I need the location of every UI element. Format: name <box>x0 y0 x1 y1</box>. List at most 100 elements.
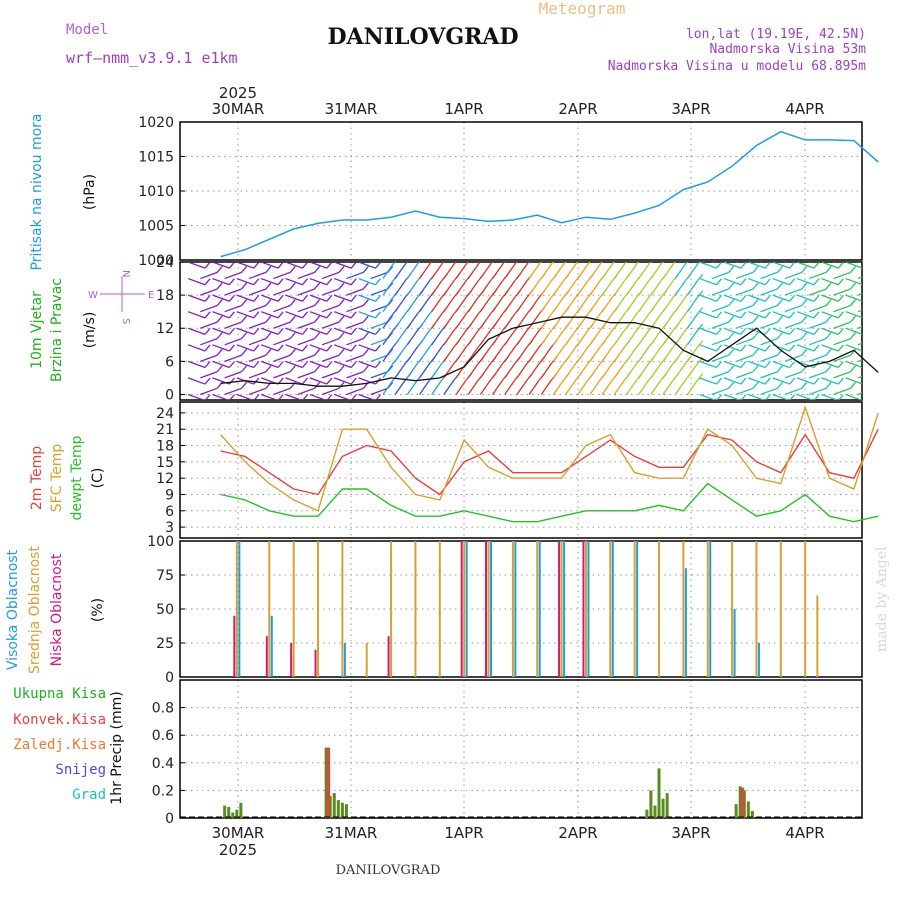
wind-barb <box>297 271 315 280</box>
y-tick-label: 6 <box>165 354 174 370</box>
y-tick-label: 0.8 <box>152 701 174 717</box>
wind-barb <box>589 280 601 296</box>
wind-barb <box>236 327 254 336</box>
wind-barb <box>650 329 662 346</box>
wind-barb-flag <box>588 241 593 247</box>
wind-barb-flag <box>789 394 796 400</box>
wind-barb <box>638 329 650 346</box>
wind-barb <box>321 271 340 280</box>
wind-barb-flag <box>241 365 248 373</box>
wind-barb <box>492 362 504 379</box>
wind-barb <box>443 346 455 362</box>
wind-barb-flag <box>728 265 735 273</box>
wind-barb-flag <box>362 315 369 323</box>
temp-axis-label-sfc: SFC Temp <box>49 444 65 513</box>
wind-barb-flag <box>314 381 321 389</box>
wind-barb-flag <box>326 361 333 368</box>
wind-barb <box>273 387 291 396</box>
wind-barb <box>638 379 650 395</box>
wind-barb <box>796 360 815 369</box>
wind-barb <box>248 271 267 280</box>
wind-barb <box>285 327 303 336</box>
wind-barb <box>796 344 815 352</box>
elevation-label: Nadmorska Visina 53m <box>709 42 866 57</box>
wind-barb <box>297 354 315 362</box>
wind-barb <box>260 311 279 319</box>
wind-barb <box>224 271 242 280</box>
wind-barb <box>492 263 504 279</box>
wind-barb-flag <box>875 316 880 322</box>
y-tick-label: 21 <box>156 422 174 438</box>
wind-barb <box>200 371 218 379</box>
wind-barb <box>418 296 431 313</box>
wind-barb <box>224 338 242 346</box>
wind-barb-flag <box>527 241 532 247</box>
wind-barb-flag <box>326 262 333 269</box>
wind-barb <box>224 288 242 296</box>
wind-barb <box>467 329 480 346</box>
wind-barb <box>833 271 851 280</box>
wind-barb <box>540 346 553 362</box>
wind-barb-flag <box>764 327 771 335</box>
wind-barb <box>273 262 276 263</box>
wind-barb-flag <box>672 262 676 265</box>
wind-barb <box>699 294 717 302</box>
wind-barb <box>504 329 516 346</box>
wind-barb <box>565 379 577 395</box>
wind-barb <box>784 387 803 396</box>
precip-bar <box>734 804 738 818</box>
wind-barb-flag <box>825 282 832 290</box>
wind-barb <box>857 292 862 296</box>
wind-barb <box>224 321 242 329</box>
wind-barb <box>479 362 492 379</box>
wind-barb-flag <box>697 273 704 281</box>
wind-barb-flag <box>752 365 759 373</box>
wind-barb <box>565 280 577 296</box>
wind-barb <box>358 327 376 336</box>
wind-barb-flag <box>728 315 735 323</box>
wind-barb-flag <box>813 262 820 269</box>
wind-barb <box>613 346 626 362</box>
wind-barb <box>857 326 862 329</box>
wind-barb <box>187 360 206 369</box>
wind-barb <box>297 262 300 263</box>
wind-barb-flag <box>350 394 357 400</box>
wind-barb <box>418 313 431 329</box>
wind-barb <box>577 379 589 395</box>
wind-barb-flag <box>241 332 248 340</box>
wind-barb <box>674 362 687 379</box>
wind-barb <box>796 277 815 286</box>
compass-east: E <box>148 290 154 301</box>
wind-barb-flag <box>801 282 808 290</box>
wind-barb-flag <box>241 265 248 273</box>
wind-barb-flag <box>729 250 734 256</box>
wind-barb <box>552 346 565 362</box>
wind-barb-flag <box>277 262 284 269</box>
wind-barb <box>358 277 376 286</box>
wind-barb <box>845 262 862 269</box>
wind-barb-flag <box>863 279 868 285</box>
wind-barb <box>662 346 674 362</box>
wind-barb-flag <box>363 250 368 256</box>
precip-legend-item: Konvek.Kisa <box>13 712 106 728</box>
wind-barb-flag <box>441 262 445 265</box>
wind-barb <box>577 263 589 279</box>
wind-barb-flag <box>429 262 433 265</box>
wind-barb <box>772 277 790 286</box>
wind-barb-flag <box>575 262 579 265</box>
wind-barb <box>394 280 407 296</box>
wind-barb <box>601 329 614 346</box>
wind-barb-flag <box>253 344 260 352</box>
wind-barb-flag <box>753 250 758 256</box>
wind-barb <box>711 387 729 396</box>
wind-barb-flag <box>326 311 333 319</box>
wind-barb <box>431 280 443 296</box>
wind-barb <box>528 313 540 329</box>
wind-barb <box>857 375 862 379</box>
cloud-axis-label-mid: Srednja Oblacnost <box>27 546 43 674</box>
wind-barb <box>638 362 650 379</box>
wind-barb <box>394 346 407 362</box>
wind-barb <box>370 262 373 263</box>
wind-barb <box>735 304 754 313</box>
wind-barb <box>273 338 291 346</box>
